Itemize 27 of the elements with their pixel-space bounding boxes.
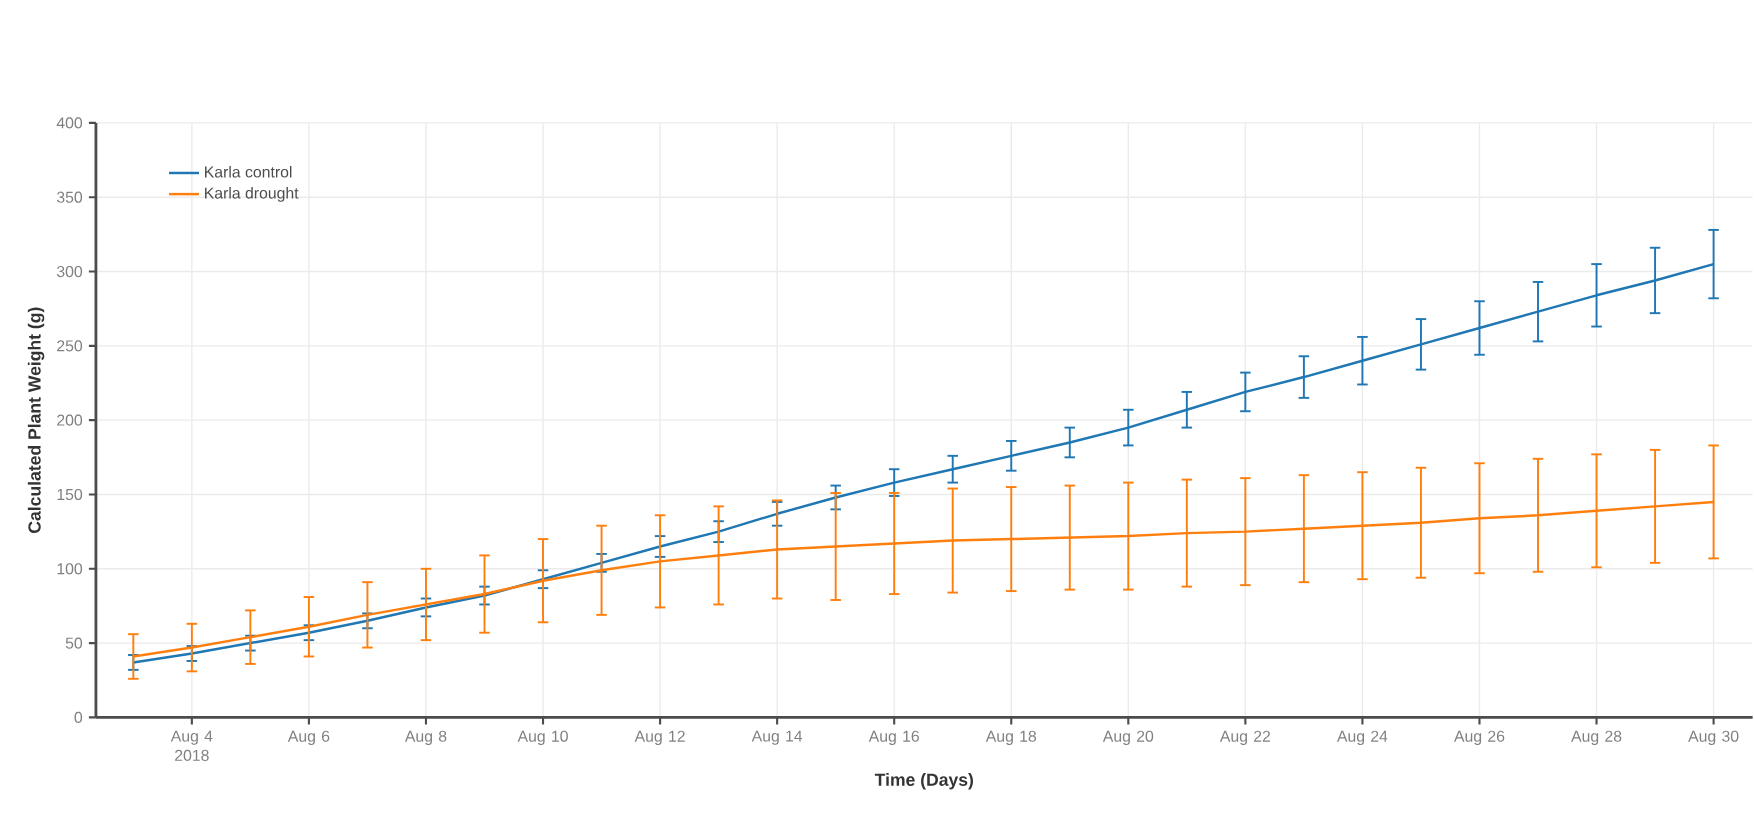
x-tick-label: Aug 4 2018 [170, 730, 213, 761]
legend-label: Karla drought [205, 186, 299, 202]
x-tick-label: Aug 8 [404, 730, 447, 745]
y-tick-label: 0 [74, 711, 83, 723]
y-tick-label: 300 [56, 265, 83, 277]
x-tick-label: Aug 10 [517, 730, 568, 745]
y-axis-title: Calculated Plant Weight (g) [27, 307, 45, 533]
x-tick-label: Aug 12 [634, 730, 685, 745]
x-tick-label: Aug 20 [1102, 730, 1154, 745]
legend-label: Karla control [205, 165, 292, 178]
x-tick-label: Aug 16 [868, 730, 919, 745]
y-tick-label: 150 [57, 488, 83, 500]
x-tick-label: Aug 14 [751, 730, 803, 745]
x-axis-title: Time (Days) [874, 772, 973, 790]
y-tick-label: 100 [57, 563, 83, 575]
x-tick-label: Aug 26 [1454, 730, 1505, 745]
x-tick-label: Aug 30 [1688, 730, 1739, 745]
y-tick-label: 200 [57, 414, 83, 426]
x-tick-label: Aug 22 [1219, 730, 1271, 745]
x-tick-label: Aug 18 [985, 730, 1037, 745]
x-tick-label: Aug 28 [1571, 730, 1622, 745]
y-tick-label: 350 [56, 191, 83, 203]
y-tick-label: 50 [65, 637, 83, 649]
x-tick-label: Aug 6 [287, 730, 330, 745]
y-tick-label: 400 [56, 117, 83, 129]
x-tick-label: Aug 24 [1336, 730, 1388, 745]
y-tick-label: 250 [57, 340, 83, 352]
